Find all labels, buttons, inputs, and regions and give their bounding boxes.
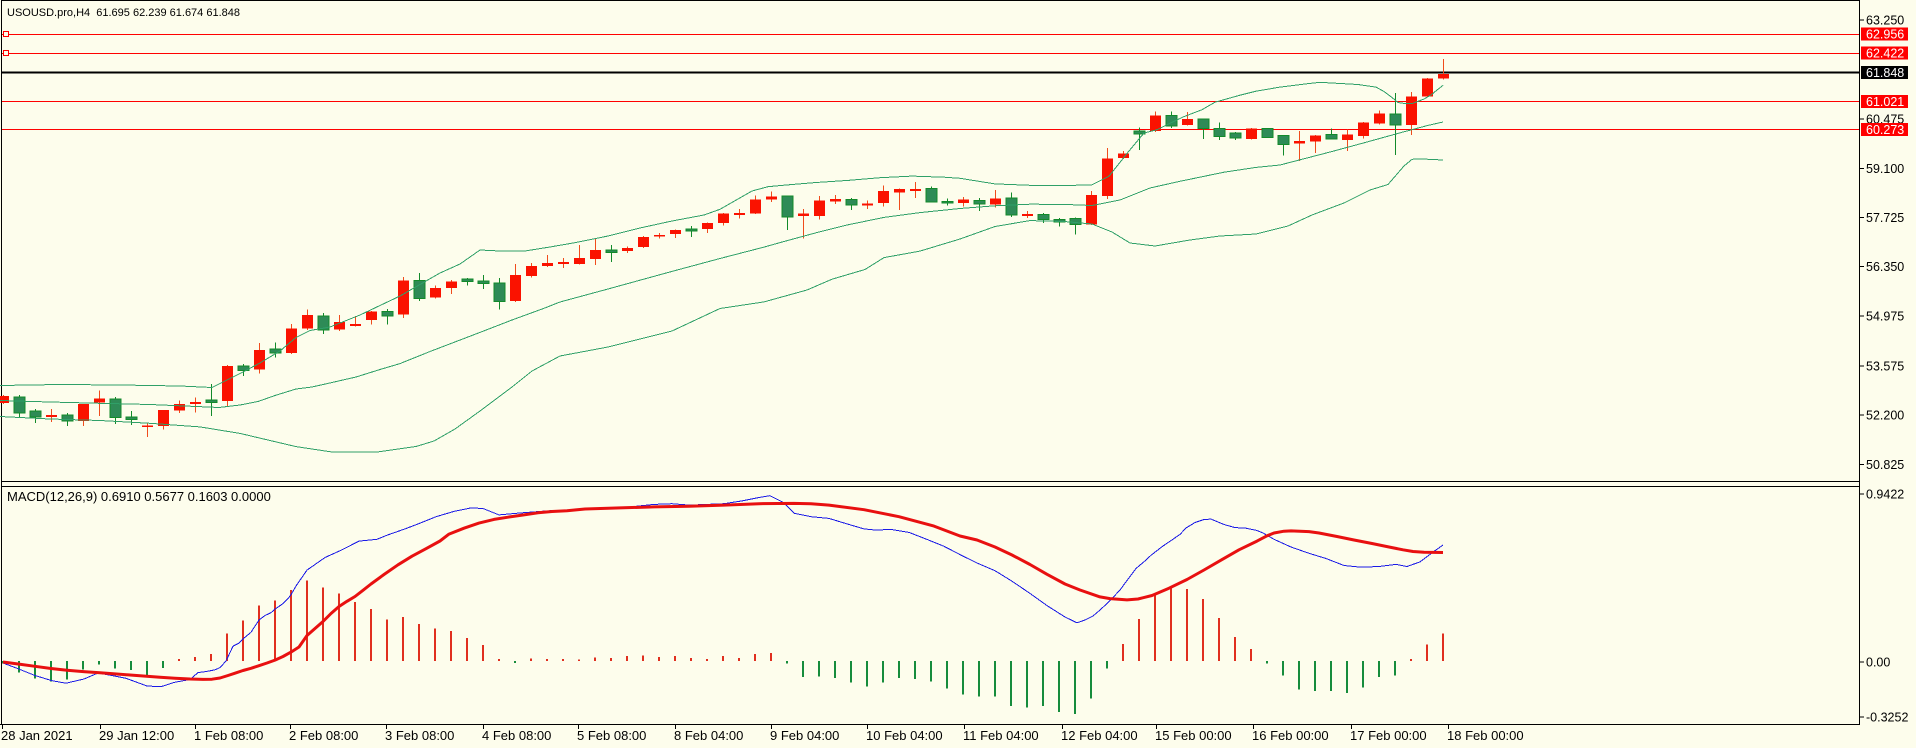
svg-text:12 Feb 04:00: 12 Feb 04:00	[1061, 728, 1138, 743]
svg-text:28 Jan 2021: 28 Jan 2021	[1, 728, 73, 743]
svg-text:53.575: 53.575	[1866, 359, 1904, 373]
svg-text:11 Feb 04:00: 11 Feb 04:00	[963, 728, 1039, 743]
svg-text:50.825: 50.825	[1866, 458, 1904, 472]
svg-text:16 Feb 00:00: 16 Feb 00:00	[1252, 728, 1329, 743]
svg-text:15 Feb 00:00: 15 Feb 00:00	[1155, 728, 1232, 743]
svg-text:18 Feb 00:00: 18 Feb 00:00	[1447, 728, 1524, 743]
svg-text:57.725: 57.725	[1866, 211, 1904, 225]
svg-text:63.250: 63.250	[1866, 14, 1904, 28]
svg-text:2 Feb 08:00: 2 Feb 08:00	[289, 728, 358, 743]
svg-text:1 Feb 08:00: 1 Feb 08:00	[194, 728, 263, 743]
svg-text:52.200: 52.200	[1866, 409, 1904, 423]
svg-text:9 Feb 04:00: 9 Feb 04:00	[770, 728, 839, 743]
svg-text:29 Jan 12:00: 29 Jan 12:00	[99, 728, 174, 743]
svg-text:4 Feb 08:00: 4 Feb 08:00	[482, 728, 551, 743]
svg-text:61.021: 61.021	[1866, 95, 1904, 109]
svg-text:62.422: 62.422	[1866, 47, 1904, 61]
svg-text:0.00: 0.00	[1866, 656, 1890, 670]
svg-text:17 Feb 00:00: 17 Feb 00:00	[1350, 728, 1427, 743]
svg-text:60.273: 60.273	[1866, 123, 1904, 137]
svg-text:62.956: 62.956	[1866, 28, 1904, 42]
svg-text:3 Feb 08:00: 3 Feb 08:00	[385, 728, 454, 743]
svg-text:56.350: 56.350	[1866, 260, 1904, 274]
svg-text:MACD(12,26,9) 0.6910 0.5677 0.: MACD(12,26,9) 0.6910 0.5677 0.1603 0.000…	[7, 489, 271, 504]
svg-text:0.9422: 0.9422	[1866, 488, 1904, 502]
svg-text:54.975: 54.975	[1866, 309, 1904, 323]
svg-text:USOUSD.pro,H4 61.695 62.239 6: USOUSD.pro,H4 61.695 62.239 61.674 61.84…	[7, 7, 240, 19]
svg-text:-0.3252: -0.3252	[1866, 711, 1908, 725]
svg-text:8 Feb 04:00: 8 Feb 04:00	[674, 728, 743, 743]
svg-text:59.100: 59.100	[1866, 162, 1904, 176]
svg-text:10 Feb 04:00: 10 Feb 04:00	[866, 728, 943, 743]
svg-text:61.848: 61.848	[1866, 66, 1904, 80]
svg-text:5 Feb 08:00: 5 Feb 08:00	[577, 728, 646, 743]
